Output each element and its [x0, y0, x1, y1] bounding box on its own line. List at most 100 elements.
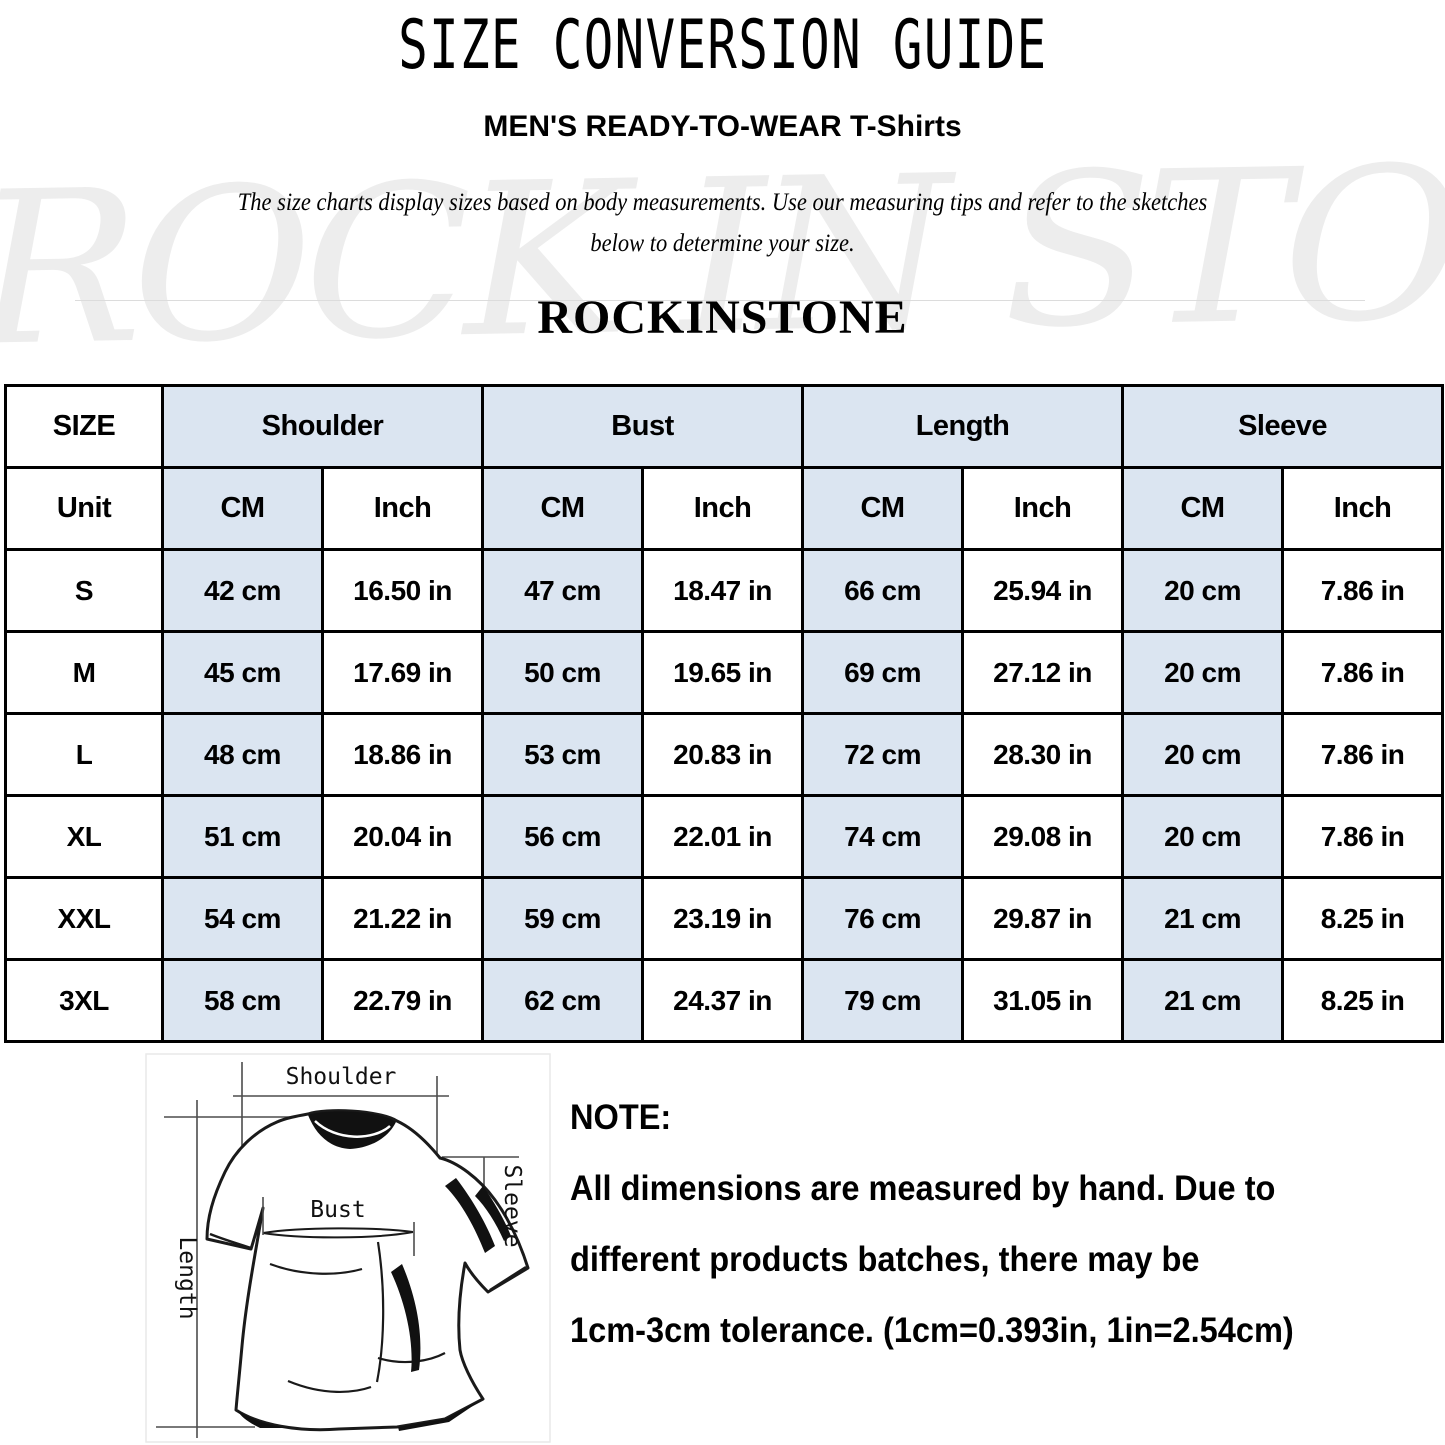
- bust-seam: [262, 1227, 414, 1239]
- inch-value-cell: 25.94 in: [961, 548, 1125, 633]
- page-title-text: SIZE CONVERSION GUIDE: [397, 6, 1048, 85]
- description-line-2: below to determine your size.: [590, 230, 855, 257]
- cm-value-cell: 58 cm: [161, 958, 324, 1043]
- size-cell: 3XL: [4, 958, 164, 1043]
- tshirt-outline: [205, 1109, 530, 1432]
- diagram-frame: [145, 1053, 551, 1443]
- cm-value-cell: 76 cm: [801, 876, 965, 961]
- length-label: Length: [174, 1236, 200, 1319]
- unit-inch-cell: Inch: [1281, 466, 1445, 551]
- cm-value-cell: 20 cm: [1121, 548, 1285, 633]
- cm-value-cell: 45 cm: [161, 630, 324, 715]
- cm-value-cell: 48 cm: [161, 712, 324, 797]
- inch-value-cell: 29.87 in: [961, 876, 1125, 961]
- shoulder-label: Shoulder: [286, 1064, 397, 1090]
- right-cuff-seam: [489, 1265, 527, 1292]
- cm-value-cell: 21 cm: [1121, 958, 1285, 1043]
- inch-value-cell: 17.69 in: [320, 630, 485, 715]
- cm-value-cell: 74 cm: [801, 794, 965, 879]
- note-line-1: All dimensions are measured by hand. Due…: [570, 1169, 1276, 1208]
- inch-value-cell: 24.37 in: [641, 958, 805, 1043]
- sketch-shading: [238, 1178, 511, 1431]
- size-cell: XL: [4, 794, 164, 879]
- cm-value-cell: 69 cm: [801, 630, 965, 715]
- cm-value-cell: 20 cm: [1121, 630, 1285, 715]
- inch-value-cell: 19.65 in: [641, 630, 805, 715]
- unit-inch-cell: Inch: [320, 466, 485, 551]
- inch-value-cell: 20.04 in: [320, 794, 485, 879]
- inch-value-cell: 16.50 in: [320, 548, 485, 633]
- cm-value-cell: 21 cm: [1121, 876, 1285, 961]
- inch-value-cell: 8.25 in: [1281, 876, 1445, 961]
- unit-inch-cell: Inch: [961, 466, 1125, 551]
- inch-value-cell: 28.30 in: [961, 712, 1125, 797]
- brand-name: ROCKINSTONE: [537, 291, 908, 344]
- table-row: 3XL 58 cm 22.79 in 62 cm 24.37 in 79 cm 31.05 …: [4, 958, 1445, 1043]
- cm-value-cell: 42 cm: [161, 548, 324, 633]
- cm-value-cell: 66 cm: [801, 548, 965, 633]
- inch-value-cell: 21.22 in: [320, 876, 485, 961]
- cm-value-cell: 59 cm: [481, 876, 645, 961]
- cm-value-cell: 20 cm: [1121, 712, 1285, 797]
- unit-cm-cell: CM: [161, 466, 324, 551]
- cm-value-cell: 20 cm: [1121, 794, 1285, 879]
- cm-value-cell: 51 cm: [161, 794, 324, 879]
- table-group-header-row: SIZE Shoulder Bust Length Sleeve: [4, 384, 1445, 469]
- size-header-cell: SIZE: [4, 384, 164, 469]
- sleeve-label: Sleeve: [499, 1164, 525, 1247]
- cm-value-cell: 56 cm: [481, 794, 645, 879]
- tshirt-diagram: Shoulder Bust Length Sleeve: [145, 1053, 551, 1443]
- left-cuff-seam: [209, 1232, 252, 1250]
- collar-opening: [308, 1111, 396, 1149]
- inch-value-cell: 31.05 in: [961, 958, 1125, 1043]
- note-line-3: 1cm-3cm tolerance. (1cm=0.393in, 1in=2.5…: [570, 1311, 1294, 1350]
- cm-value-cell: 47 cm: [481, 548, 645, 633]
- inch-value-cell: 22.79 in: [320, 958, 485, 1043]
- size-cell: S: [4, 548, 164, 633]
- cm-value-cell: 53 cm: [481, 712, 645, 797]
- bust-measure-ticks: [262, 1197, 415, 1256]
- bust-label: Bust: [310, 1197, 365, 1223]
- divider-line: [75, 300, 1365, 301]
- subtitle: MEN'S READY-TO-WEAR T-Shirts: [483, 110, 962, 143]
- group-header-bust: Bust: [481, 384, 805, 469]
- unit-cm-cell: CM: [1121, 466, 1285, 551]
- size-table: SIZE Shoulder Bust Length Sleeve Unit CM…: [4, 384, 1445, 1043]
- inch-value-cell: 7.86 in: [1281, 712, 1445, 797]
- inch-value-cell: 27.12 in: [961, 630, 1125, 715]
- unit-cm-cell: CM: [481, 466, 645, 551]
- unit-header-cell: Unit: [4, 466, 164, 551]
- cm-value-cell: 72 cm: [801, 712, 965, 797]
- fold-lines: [269, 1241, 446, 1393]
- size-table-body: S 42 cm 16.50 in 47 cm 18.47 in 66 cm 25.94 in…: [4, 548, 1445, 1043]
- inch-value-cell: 8.25 in: [1281, 958, 1445, 1043]
- size-cell: L: [4, 712, 164, 797]
- inch-value-cell: 20.83 in: [641, 712, 805, 797]
- group-header-shoulder: Shoulder: [160, 384, 485, 469]
- inch-value-cell: 22.01 in: [641, 794, 805, 879]
- note-heading: NOTE:: [570, 1098, 672, 1137]
- unit-inch-cell: Inch: [641, 466, 805, 551]
- collar-ribbing: [314, 1120, 391, 1138]
- description-line-1: The size charts display sizes based on b…: [237, 189, 1208, 216]
- page-title: SIZE CONVERSION GUIDE: [0, 6, 1445, 85]
- inch-value-cell: 23.19 in: [641, 876, 805, 961]
- note-line-2: different products batches, there may be: [570, 1240, 1200, 1279]
- inch-value-cell: 7.86 in: [1281, 794, 1445, 879]
- group-header-sleeve: Sleeve: [1121, 384, 1445, 469]
- table-row: M 45 cm 17.69 in 50 cm 19.65 in 69 cm 27.12 in…: [4, 630, 1445, 715]
- table-row: XL 51 cm 20.04 in 56 cm 22.01 in 74 cm 29.08 i…: [4, 794, 1445, 879]
- inch-value-cell: 18.86 in: [320, 712, 485, 797]
- table-row: XXL 54 cm 21.22 in 59 cm 23.19 in 76 cm 29.87 …: [4, 876, 1445, 961]
- table-unit-header-row: Unit CM Inch CM Inch CM Inch CM Inch: [4, 466, 1445, 551]
- table-row: L 48 cm 18.86 in 53 cm 20.83 in 72 cm 28.30 in…: [4, 712, 1445, 797]
- cm-value-cell: 62 cm: [481, 958, 645, 1043]
- inch-value-cell: 29.08 in: [961, 794, 1125, 879]
- size-cell: XXL: [4, 876, 164, 961]
- table-row: S 42 cm 16.50 in 47 cm 18.47 in 66 cm 25.94 in…: [4, 548, 1445, 633]
- cm-value-cell: 50 cm: [481, 630, 645, 715]
- inch-value-cell: 18.47 in: [641, 548, 805, 633]
- size-cell: M: [4, 630, 164, 715]
- inch-value-cell: 7.86 in: [1281, 630, 1445, 715]
